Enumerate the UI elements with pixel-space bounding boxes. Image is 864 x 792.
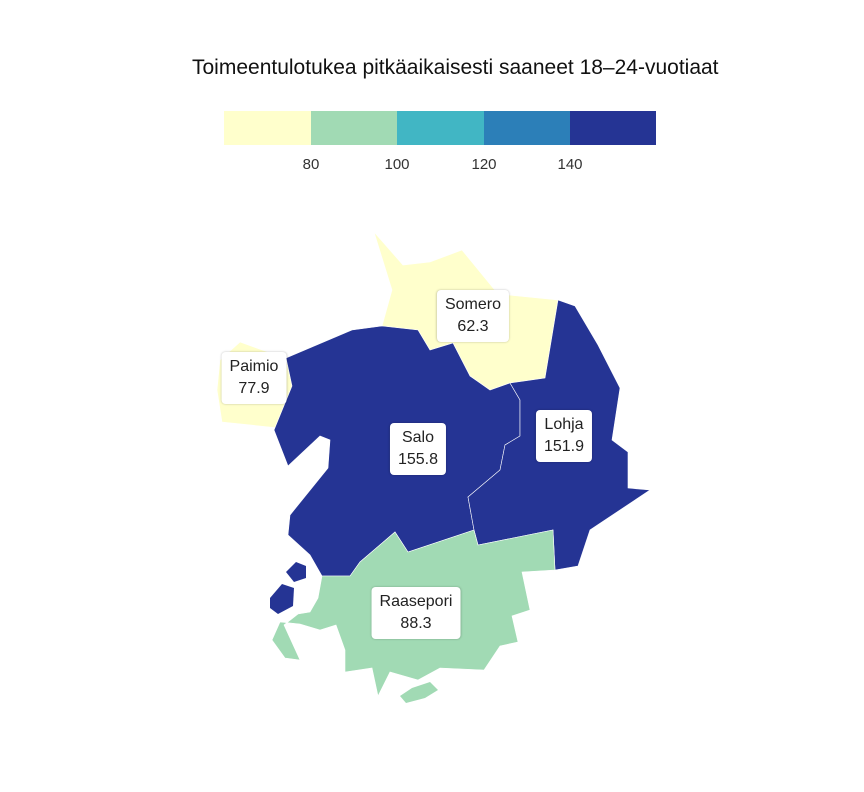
label-raasepori: Raasepori 88.3 bbox=[371, 587, 461, 639]
legend-swatch-5 bbox=[570, 111, 656, 145]
legend-swatch-4 bbox=[484, 111, 570, 145]
legend-swatch-1 bbox=[224, 111, 311, 145]
label-paimio-name: Paimio bbox=[229, 358, 279, 375]
color-legend: 80 100 120 140 bbox=[224, 111, 656, 173]
legend-tick-100: 100 bbox=[384, 156, 410, 173]
label-salo-value: 155.8 bbox=[397, 451, 439, 468]
map-title: Toimeentulotukea pitkäaikaisesti saaneet… bbox=[192, 56, 719, 79]
salo-island bbox=[270, 584, 294, 614]
label-paimio-value: 77.9 bbox=[238, 380, 270, 397]
label-lohja-name: Lohja bbox=[544, 416, 584, 433]
label-raasepori-name: Raasepori bbox=[379, 593, 453, 610]
label-lohja-value: 151.9 bbox=[543, 438, 585, 455]
label-lohja: Lohja 151.9 bbox=[535, 410, 593, 462]
label-salo-name: Salo bbox=[401, 429, 435, 446]
legend-swatch-2 bbox=[311, 111, 397, 145]
label-somero: Somero 62.3 bbox=[436, 290, 510, 342]
label-salo: Salo 155.8 bbox=[389, 423, 447, 475]
legend-tick-80: 80 bbox=[302, 156, 320, 173]
label-somero-value: 62.3 bbox=[457, 318, 489, 335]
legend-tick-120: 120 bbox=[471, 156, 497, 173]
legend-swatch-3 bbox=[397, 111, 484, 145]
legend-tick-140: 140 bbox=[557, 156, 583, 173]
label-paimio: Paimio 77.9 bbox=[221, 352, 287, 404]
label-somero-name: Somero bbox=[444, 296, 502, 313]
salo-island bbox=[286, 562, 306, 582]
label-raasepori-value: 88.3 bbox=[400, 615, 432, 632]
raasepori-island bbox=[400, 682, 438, 703]
